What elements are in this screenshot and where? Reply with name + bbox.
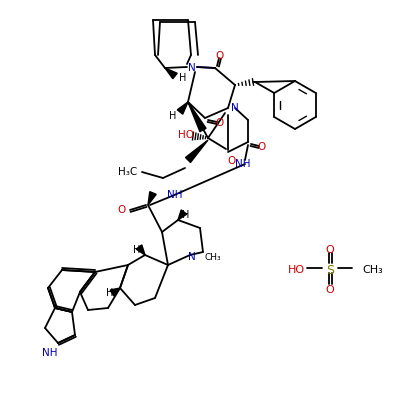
Text: O: O — [216, 51, 224, 61]
Text: O: O — [117, 205, 125, 215]
Text: O: O — [227, 156, 235, 166]
Text: CH₃: CH₃ — [362, 265, 383, 275]
Text: HO: HO — [288, 265, 305, 275]
Polygon shape — [165, 68, 177, 79]
Polygon shape — [110, 288, 120, 296]
Polygon shape — [188, 102, 206, 132]
Text: N: N — [231, 103, 239, 113]
Text: O: O — [326, 285, 334, 295]
Polygon shape — [177, 102, 188, 114]
Text: H: H — [182, 210, 190, 220]
Text: NH: NH — [42, 348, 58, 358]
Polygon shape — [136, 245, 145, 255]
Text: H: H — [169, 111, 177, 121]
Text: O: O — [258, 142, 266, 152]
Text: S: S — [326, 264, 334, 276]
Text: N: N — [188, 252, 196, 262]
Polygon shape — [186, 140, 208, 162]
Text: H₃C: H₃C — [118, 167, 137, 177]
Text: N: N — [188, 63, 196, 73]
Text: CH₃: CH₃ — [205, 252, 221, 262]
Text: H: H — [106, 288, 114, 298]
Text: O: O — [216, 118, 224, 128]
Text: H: H — [179, 73, 187, 83]
Text: NH: NH — [167, 190, 183, 200]
Polygon shape — [178, 210, 187, 220]
Text: H: H — [133, 245, 141, 255]
Text: HO: HO — [178, 130, 194, 140]
Polygon shape — [148, 192, 156, 205]
Text: O: O — [326, 245, 334, 255]
Text: NH: NH — [235, 159, 251, 169]
